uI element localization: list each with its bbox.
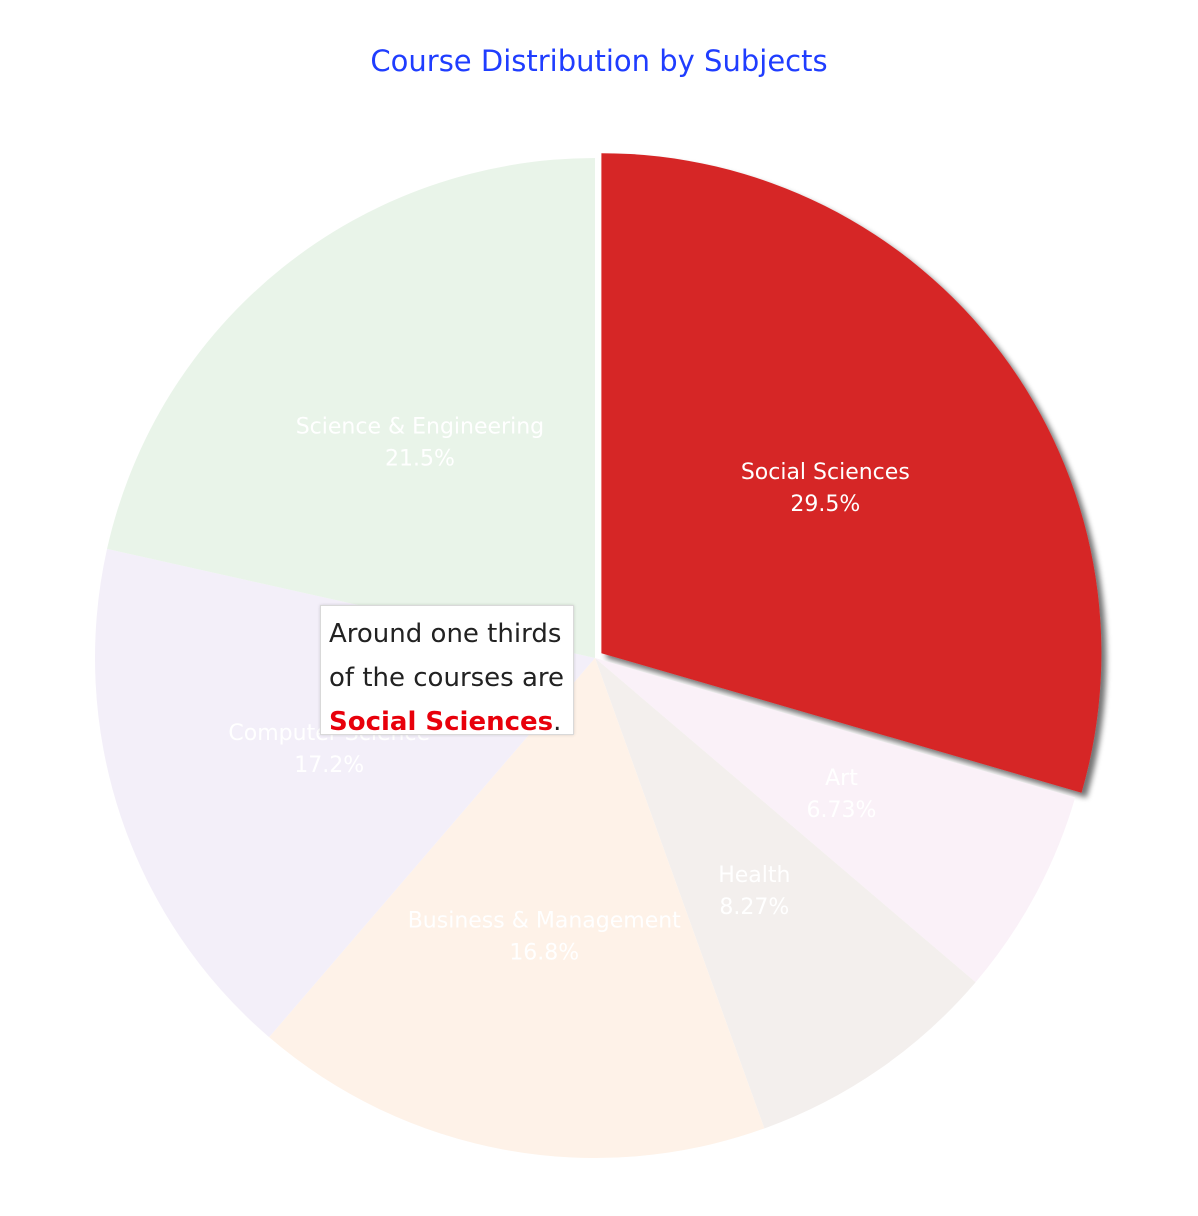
annotation-highlight: Social Sciences bbox=[329, 707, 554, 737]
pie-slice-social-sciences[interactable] bbox=[601, 153, 1102, 793]
slice-value-business-and-management: 16.8% bbox=[509, 940, 579, 965]
pie-slice-science-and-engineering[interactable] bbox=[107, 158, 595, 658]
slice-label-business-and-management: Business & Management bbox=[408, 908, 681, 933]
slice-label-social-sciences: Social Sciences bbox=[741, 460, 910, 485]
slice-value-computer-science: 17.2% bbox=[294, 753, 364, 778]
annotation-line-1: Around one thirds bbox=[329, 619, 562, 649]
annotation-line-3: Social Sciences. bbox=[329, 700, 565, 744]
slice-label-health: Health bbox=[718, 863, 790, 888]
pie-slice-art[interactable] bbox=[595, 658, 1076, 983]
annotation-line-2: of the courses are bbox=[329, 663, 565, 693]
slice-value-health: 8.27% bbox=[719, 895, 789, 920]
slice-label-art: Art bbox=[825, 766, 858, 791]
slice-value-art: 6.73% bbox=[807, 798, 877, 823]
annotation-suffix: . bbox=[553, 707, 562, 737]
annotation-callout: Around one thirds of the courses are Soc… bbox=[320, 605, 574, 737]
pie-labels: Social Sciences 29.5% Art 6.73% Health 8.27% B… bbox=[228, 414, 909, 965]
pie-slices bbox=[95, 153, 1102, 1159]
slice-value-social-sciences: 29.5% bbox=[790, 492, 860, 517]
slice-value-science-and-engineering: 21.5% bbox=[385, 446, 455, 471]
pie-slice-health[interactable] bbox=[595, 658, 976, 1129]
chart-title: Course Distribution by Subjects bbox=[370, 44, 828, 78]
slice-label-science-and-engineering: Science & Engineering bbox=[296, 414, 544, 439]
pie-slice-business-and-management[interactable] bbox=[269, 658, 765, 1159]
